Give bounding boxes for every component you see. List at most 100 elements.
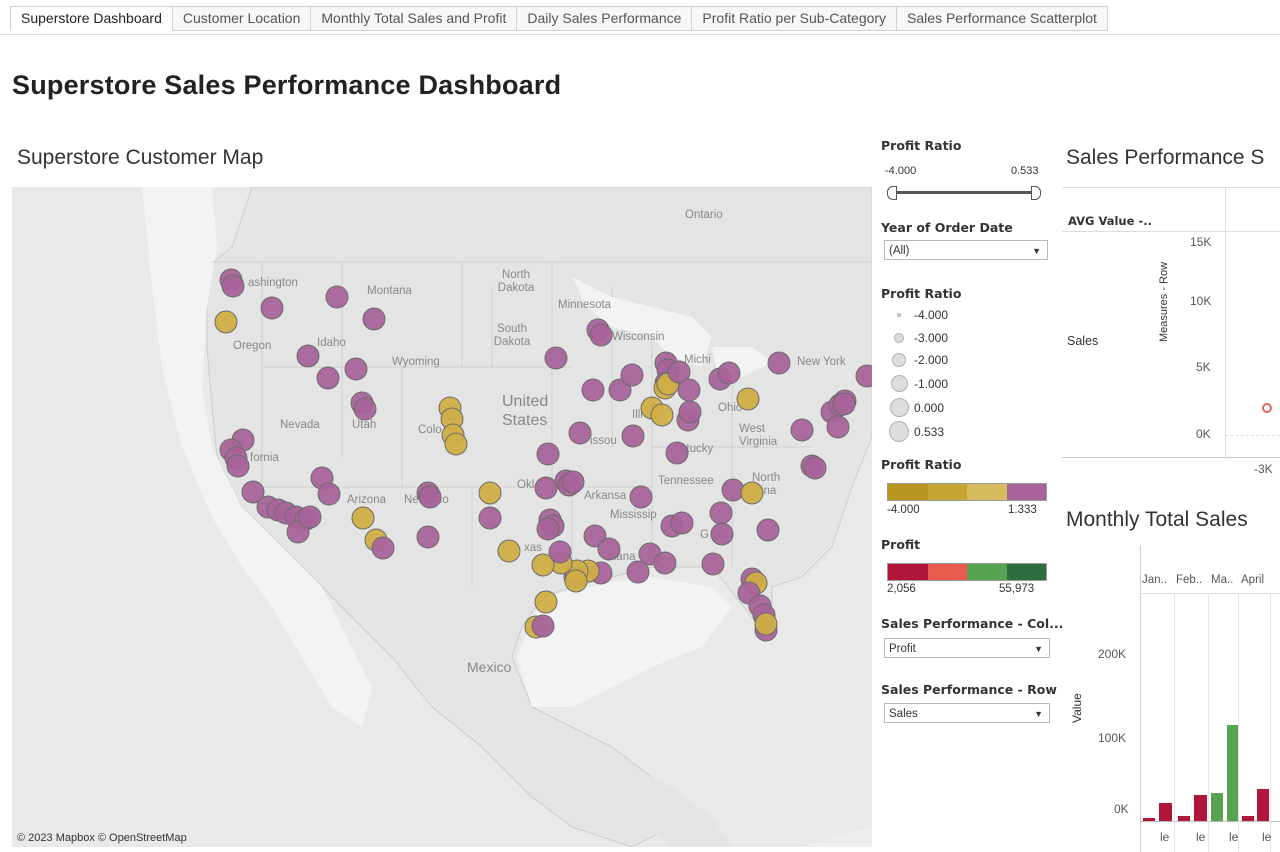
monthly-tick: 0K: [1114, 802, 1129, 816]
customer-location-dot[interactable]: [855, 364, 872, 388]
tab-customer-location[interactable]: Customer Location: [172, 6, 312, 31]
customer-location-dot[interactable]: [589, 323, 613, 347]
customer-location-dot[interactable]: [371, 536, 395, 560]
monthly-bar[interactable]: [1211, 793, 1223, 821]
customer-location-dot[interactable]: [767, 351, 791, 375]
monthly-bar[interactable]: [1194, 795, 1207, 821]
color-legend-label: Profit Ratio: [881, 457, 962, 472]
customer-location-dot[interactable]: [226, 454, 250, 478]
month-header: Jan..: [1142, 574, 1167, 586]
label-minnesota: Minnesota: [558, 299, 612, 311]
customer-location-dot[interactable]: [621, 424, 645, 448]
customer-location-dot[interactable]: [536, 442, 560, 466]
monthly-bar[interactable]: [1257, 789, 1269, 821]
monthly-bar[interactable]: [1178, 816, 1190, 821]
customer-location-dot[interactable]: [701, 552, 725, 576]
customer-location-dot[interactable]: [534, 590, 558, 614]
scatter-point[interactable]: [1262, 403, 1272, 413]
customer-location-dot[interactable]: [721, 478, 745, 502]
monthly-bar[interactable]: [1242, 816, 1254, 821]
profit-ratio-color-bar[interactable]: [887, 483, 1047, 501]
profit-ratio-slider[interactable]: [887, 186, 1041, 200]
customer-location-dot[interactable]: [531, 614, 555, 638]
customer-location-dot[interactable]: [650, 403, 674, 427]
customer-location-dot[interactable]: [548, 540, 572, 564]
customer-location-dot[interactable]: [362, 307, 386, 331]
monthly-chart[interactable]: Jan.. Feb.. Ma.. April Value 200K 100K 0…: [1062, 545, 1280, 852]
color-swatch: [927, 564, 967, 580]
label-texas: xas: [524, 542, 542, 554]
customer-location-dot[interactable]: [665, 441, 689, 465]
customer-location-dot[interactable]: [740, 481, 764, 505]
row-select-dropdown[interactable]: Sales ▼: [884, 703, 1050, 723]
customer-location-dot[interactable]: [736, 387, 760, 411]
customer-location-dot[interactable]: [531, 553, 555, 577]
customer-location-dot[interactable]: [351, 506, 375, 530]
customer-location-dot[interactable]: [597, 537, 621, 561]
customer-location-dot[interactable]: [478, 481, 502, 505]
customer-location-dot[interactable]: [444, 432, 468, 456]
tab-monthly-total-sales-profit[interactable]: Monthly Total Sales and Profit: [311, 6, 518, 31]
customer-location-dot[interactable]: [317, 482, 341, 506]
customer-location-dot[interactable]: [561, 470, 585, 494]
tab-profit-ratio-subcategory[interactable]: Profit Ratio per Sub-Category: [692, 6, 898, 31]
tab-superstore-dashboard[interactable]: Superstore Dashboard: [10, 6, 173, 31]
customer-location-dot[interactable]: [536, 517, 560, 541]
tab-daily-sales-performance[interactable]: Daily Sales Performance: [517, 6, 693, 31]
customer-location-dot[interactable]: [832, 392, 856, 416]
slider-handle-right[interactable]: [1031, 186, 1041, 200]
monthly-bar[interactable]: [1227, 725, 1238, 821]
customer-location-dot[interactable]: [325, 285, 349, 309]
customer-location-dot[interactable]: [418, 485, 442, 509]
customer-location-dot[interactable]: [678, 400, 702, 424]
customer-location-dot[interactable]: [241, 480, 265, 504]
customer-location-dot[interactable]: [416, 525, 440, 549]
customer-location-dot[interactable]: [709, 501, 733, 525]
label-nevada: Nevada: [280, 419, 320, 431]
customer-location-dot[interactable]: [568, 421, 592, 445]
customer-location-dot[interactable]: [497, 539, 521, 563]
customer-location-dot[interactable]: [544, 346, 568, 370]
customer-location-dot[interactable]: [581, 378, 605, 402]
profit-color-bar[interactable]: [887, 563, 1047, 581]
customer-map[interactable]: Ontario ashington Montana North Dakota M…: [12, 187, 872, 847]
customer-location-dot[interactable]: [667, 360, 691, 384]
customer-location-dot[interactable]: [298, 505, 322, 529]
customer-location-dot[interactable]: [626, 560, 650, 584]
customer-location-dot[interactable]: [629, 485, 653, 509]
customer-location-dot[interactable]: [286, 520, 310, 544]
monthly-bar[interactable]: [1159, 803, 1172, 821]
customer-location-dot[interactable]: [296, 344, 320, 368]
customer-location-dot[interactable]: [670, 511, 694, 535]
col-select-dropdown[interactable]: Profit ▼: [884, 638, 1050, 658]
customer-location-dot[interactable]: [316, 366, 340, 390]
customer-location-dot[interactable]: [710, 522, 734, 546]
color-swatch: [967, 564, 1007, 580]
customer-location-dot[interactable]: [653, 551, 677, 575]
monthly-bar[interactable]: [1143, 818, 1155, 821]
scatter-row-header: Sales: [1067, 334, 1099, 348]
year-dropdown[interactable]: (All) ▼: [884, 240, 1048, 260]
customer-location-dot[interactable]: [214, 310, 238, 334]
scatter-chart[interactable]: AVG Value -.. Sales Measures - Row 15K 1…: [1062, 187, 1280, 487]
customer-location-dot[interactable]: [826, 415, 850, 439]
profit-legend-max: 55,973: [999, 583, 1035, 595]
customer-location-dot[interactable]: [221, 274, 245, 298]
customer-location-dot[interactable]: [620, 363, 644, 387]
customer-location-dot[interactable]: [790, 418, 814, 442]
tab-sales-performance-scatterplot[interactable]: Sales Performance Scatterplot: [897, 6, 1108, 31]
customer-location-dot[interactable]: [564, 569, 588, 593]
customer-location-dot[interactable]: [717, 361, 741, 385]
customer-location-dot[interactable]: [677, 378, 701, 402]
customer-location-dot[interactable]: [754, 612, 778, 636]
customer-dots: [214, 268, 872, 642]
customer-location-dot[interactable]: [756, 518, 780, 542]
customer-location-dot[interactable]: [803, 456, 827, 480]
customer-location-dot[interactable]: [478, 506, 502, 530]
customer-location-dot[interactable]: [353, 397, 377, 421]
customer-location-dot[interactable]: [344, 357, 368, 381]
customer-location-dot[interactable]: [534, 476, 558, 500]
slider-handle-left[interactable]: [887, 186, 897, 200]
customer-location-dot[interactable]: [260, 296, 284, 320]
customer-location-dot[interactable]: [608, 378, 632, 402]
